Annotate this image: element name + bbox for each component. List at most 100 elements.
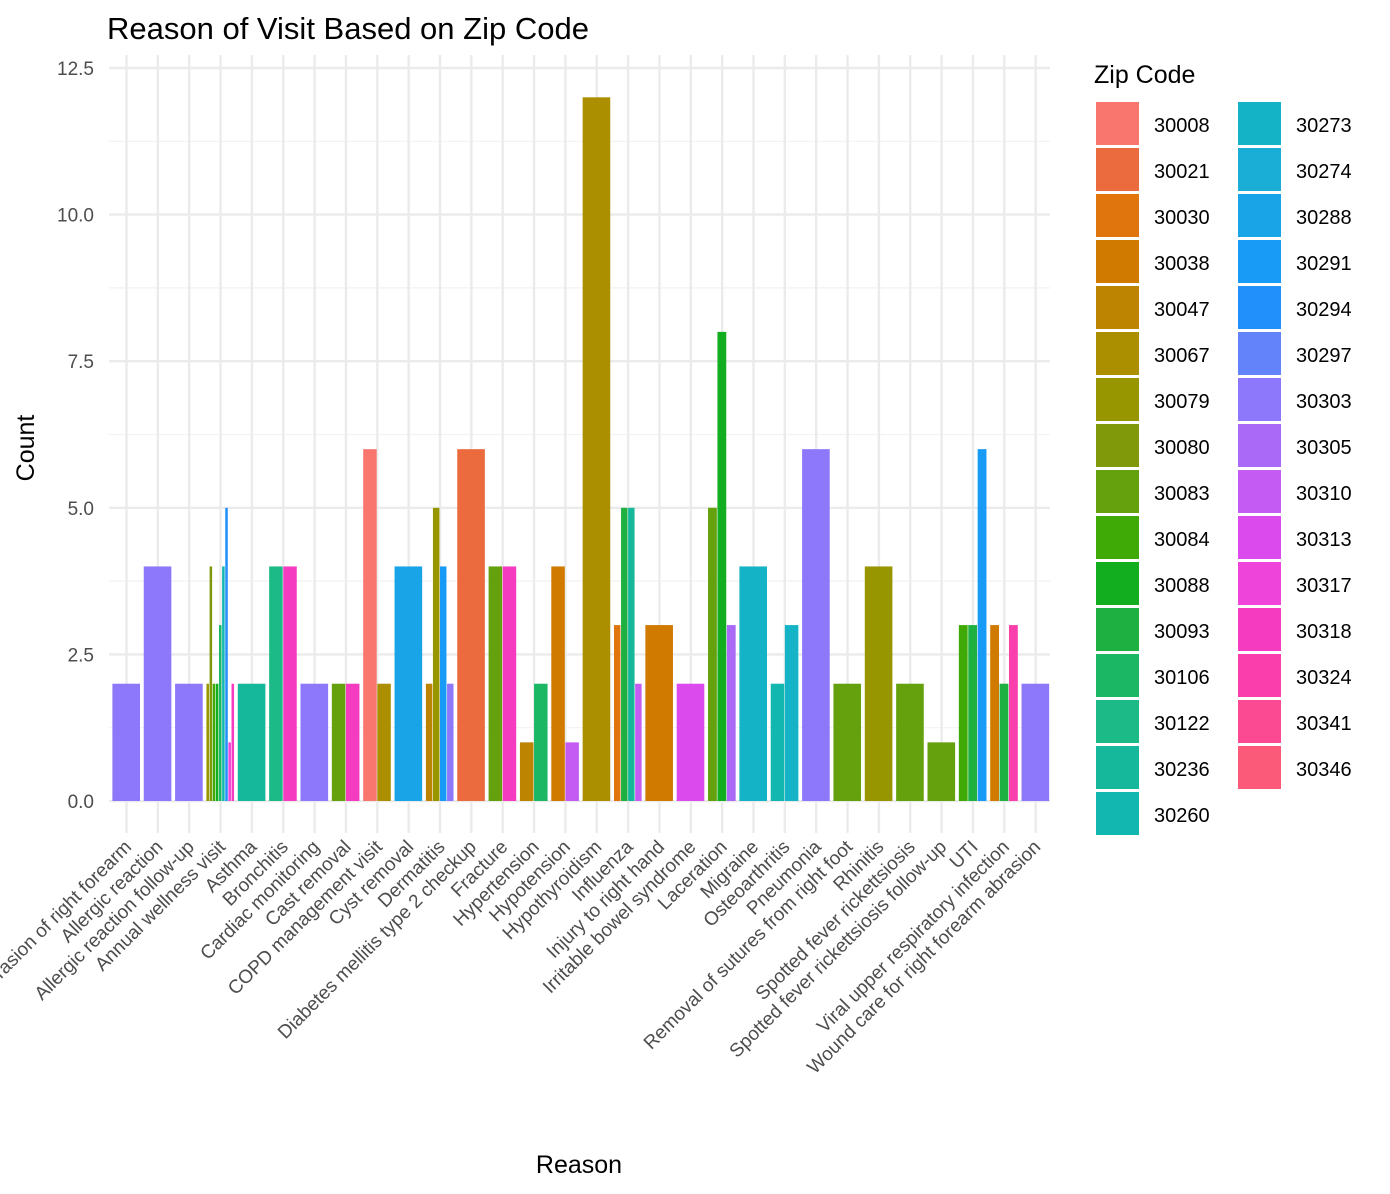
bar: [864, 566, 893, 801]
bar: [225, 507, 228, 801]
legend-label: 30106: [1154, 667, 1210, 689]
bar: [222, 566, 225, 801]
bar: [613, 625, 621, 801]
bar: [621, 507, 628, 801]
bar: [212, 683, 216, 801]
bar: [440, 566, 447, 801]
legend-key: [1096, 148, 1139, 191]
legend-key: [1096, 700, 1139, 743]
y-tick-label: 2.5: [68, 645, 94, 666]
bar: [708, 507, 717, 801]
bar: [717, 331, 727, 801]
legend-key: [1096, 286, 1139, 329]
y-tick-label: 10.0: [57, 206, 94, 227]
legend-key: [1096, 792, 1139, 835]
bar: [432, 507, 440, 801]
bar: [676, 683, 705, 801]
bar: [927, 742, 956, 801]
legend-label: 30303: [1296, 391, 1352, 413]
legend-label: 30067: [1154, 345, 1210, 367]
legend-key: [1096, 746, 1139, 789]
legend-key: [1096, 332, 1139, 375]
bar: [502, 566, 517, 801]
legend-label: 30310: [1296, 483, 1352, 505]
legend-title: Zip Code: [1094, 61, 1195, 89]
legend-key: [1238, 286, 1281, 329]
legend-key: [1238, 470, 1281, 513]
y-tick-label: 12.5: [57, 59, 94, 80]
legend-key: [1096, 608, 1139, 651]
bar: [394, 566, 423, 801]
legend-label: 30008: [1154, 115, 1210, 137]
legend-key: [1096, 194, 1139, 237]
bar: [218, 625, 222, 801]
legend-label: 30021: [1154, 161, 1210, 183]
legend-label: 30083: [1154, 483, 1210, 505]
legend-label: 30260: [1154, 805, 1210, 827]
legend-label: 30297: [1296, 345, 1352, 367]
y-axis: 0.0 2.5 5.0 7.5 10.0 12.5: [57, 59, 94, 813]
bar: [628, 507, 635, 801]
legend-key: [1238, 562, 1281, 605]
legend-key: [1238, 746, 1281, 789]
y-tick-label: 7.5: [68, 352, 94, 373]
legend-label: 30291: [1296, 253, 1352, 275]
legend-label: 30294: [1296, 299, 1352, 321]
bar: [112, 683, 141, 801]
bar: [488, 566, 503, 801]
legend-key: [1096, 562, 1139, 605]
bar: [345, 683, 360, 801]
bar: [457, 449, 485, 801]
chart-title: Reason of Visit Based on Zip Code: [107, 11, 589, 46]
bar: [447, 683, 454, 801]
legend-label: 30088: [1154, 575, 1210, 597]
bar: [635, 683, 642, 801]
legend-label: 30324: [1296, 667, 1352, 689]
bar: [990, 625, 999, 801]
bar: [237, 683, 266, 801]
bar: [770, 683, 785, 801]
legend-label: 30084: [1154, 529, 1210, 551]
legend-key: [1238, 332, 1281, 375]
legend-label: 30273: [1296, 115, 1352, 137]
bar: [726, 625, 736, 801]
legend-key: [1238, 654, 1281, 697]
legend-key: [1238, 608, 1281, 651]
legend-label: 30305: [1296, 437, 1352, 459]
bar: [209, 566, 213, 801]
bar: [425, 683, 433, 801]
bar: [363, 449, 377, 801]
bar: [283, 566, 297, 801]
legend-key: [1238, 240, 1281, 283]
legend-label: 30079: [1154, 391, 1210, 413]
bar: [739, 566, 768, 801]
bar: [143, 566, 172, 801]
legend-label: 30274: [1296, 161, 1352, 183]
bar: [645, 625, 673, 801]
legend-key: [1238, 700, 1281, 743]
legend-key: [1238, 194, 1281, 237]
bar: [300, 683, 329, 801]
legend-key: [1096, 102, 1139, 145]
bar: [331, 683, 346, 801]
legend-key: [1096, 378, 1139, 421]
legend-label: 30346: [1296, 759, 1352, 781]
bar: [377, 683, 391, 801]
legend-key: [1096, 654, 1139, 697]
legend-label: 30093: [1154, 621, 1210, 643]
legend-key: [1238, 148, 1281, 191]
bar: [833, 683, 862, 801]
bar: [175, 683, 203, 801]
bar: [565, 742, 579, 801]
legend-key: [1238, 424, 1281, 467]
y-axis-title: Count: [12, 415, 40, 482]
bar: [215, 683, 219, 801]
legend-label: 30313: [1296, 529, 1352, 551]
bar: [784, 625, 799, 801]
y-tick-label: 0.0: [68, 792, 94, 813]
bar: [534, 683, 548, 801]
legend: Zip Code 30008 30021 30030 30038 30047 30067 3…: [1094, 61, 1352, 835]
legend-label: 30318: [1296, 621, 1352, 643]
bar: [582, 97, 611, 801]
